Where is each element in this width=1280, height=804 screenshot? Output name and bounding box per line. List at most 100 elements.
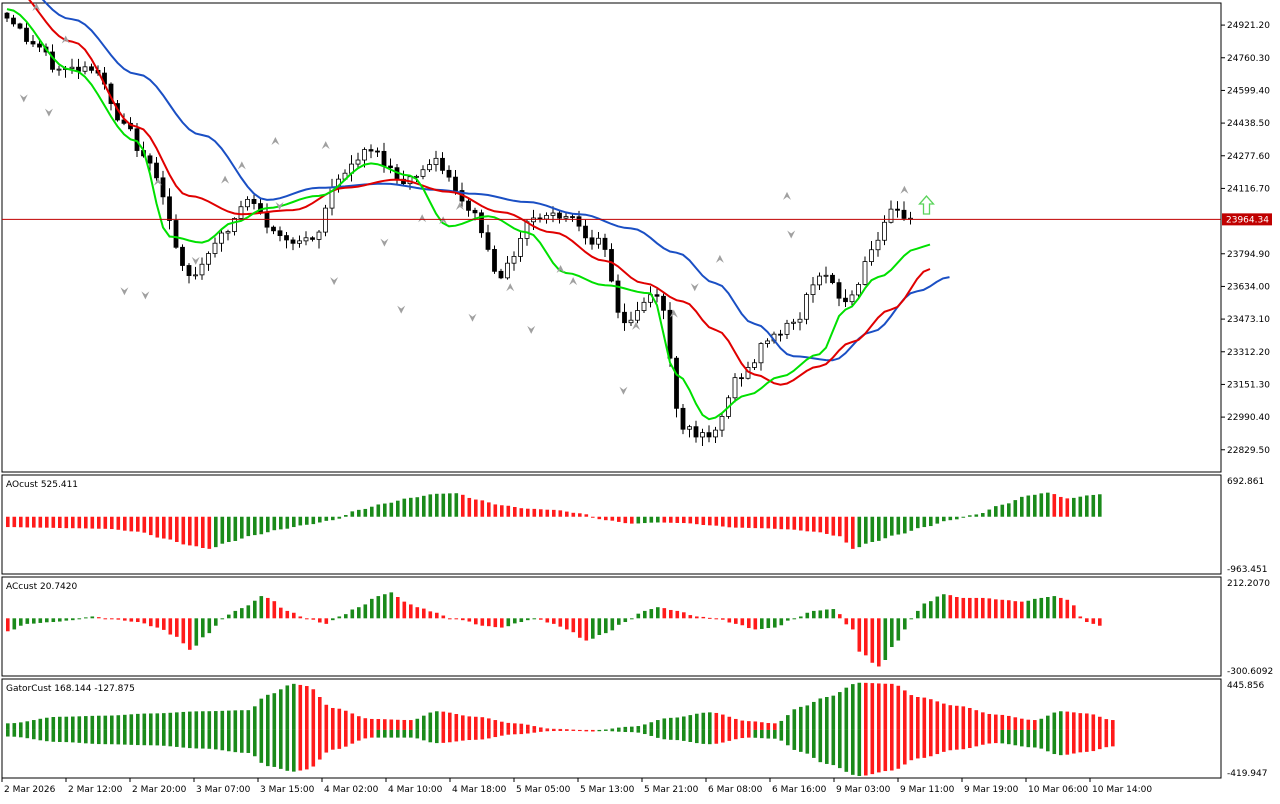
- gator-lower-bar: [831, 729, 836, 766]
- time-tick-label: 9 Mar 11:00: [900, 785, 955, 795]
- histogram-bar: [727, 618, 732, 623]
- gator-lower-bar: [948, 729, 953, 751]
- candle-body: [895, 208, 900, 211]
- histogram-bar: [272, 516, 277, 531]
- gator-lower-bar: [357, 729, 361, 741]
- histogram-bar: [825, 609, 829, 619]
- gator-upper-bar: [194, 711, 199, 730]
- candle-body: [739, 377, 744, 380]
- candle-body: [635, 310, 640, 321]
- candle-body: [323, 207, 328, 233]
- gator-lower-bar: [311, 729, 316, 767]
- histogram-bar: [981, 597, 985, 619]
- gator-lower-bar: [454, 729, 459, 742]
- gator-upper-bar: [259, 698, 264, 730]
- histogram-bar: [792, 618, 797, 620]
- histogram-bar: [194, 618, 199, 646]
- ac-indicator-label: ACcust 20.7420: [6, 582, 78, 592]
- gator-upper-bar: [1085, 713, 1089, 730]
- candle-body: [310, 237, 315, 240]
- histogram-bar: [149, 618, 153, 627]
- fractal-down-icon: [19, 94, 28, 103]
- gator-lower-bar: [214, 729, 218, 750]
- gator-lower-bar: [669, 729, 673, 740]
- time-tick-label: 5 Mar 21:00: [644, 785, 699, 795]
- candle-body: [433, 157, 439, 165]
- candle-body: [355, 159, 361, 165]
- gator-lower-bar: [110, 729, 114, 745]
- gator-upper-bar: [435, 711, 439, 730]
- gator-upper-bar: [51, 717, 56, 730]
- alligator-teeth-line: [28, 0, 931, 386]
- candle-body: [752, 362, 757, 368]
- gator-lower-bar: [727, 729, 732, 741]
- candle-body: [888, 208, 894, 223]
- time-axis: 2 Mar 2026 2 Mar 12:00 2 Mar 20:00 3 Mar 07…: [1, 778, 1152, 795]
- gator-upper-bar: [227, 710, 231, 730]
- candle-body: [719, 416, 725, 431]
- histogram-bar: [207, 516, 212, 549]
- gator-lower-bar: [64, 729, 69, 743]
- histogram-bar: [45, 516, 49, 528]
- gator-upper-bar: [441, 711, 446, 730]
- histogram-bar: [903, 618, 907, 630]
- histogram-bar: [506, 618, 511, 627]
- histogram-bar: [1026, 600, 1031, 619]
- candle-body: [212, 242, 218, 254]
- gator-upper-bar: [1013, 717, 1018, 730]
- candle-body: [82, 66, 88, 72]
- gator-lower-bar: [662, 729, 667, 740]
- histogram-bar: [194, 516, 199, 547]
- candle-body: [147, 155, 153, 164]
- time-tick-label: 4 Mar 18:00: [452, 785, 507, 795]
- histogram-bar: [786, 618, 790, 621]
- candle-body: [290, 239, 296, 244]
- histogram-bar: [181, 516, 186, 545]
- histogram-bar: [961, 597, 966, 619]
- gator-lower-bar: [545, 729, 550, 732]
- gator-lower-bar: [1026, 729, 1031, 748]
- histogram-bar: [864, 516, 868, 544]
- histogram-bar: [877, 618, 881, 667]
- candle-body: [472, 209, 478, 214]
- gator-upper-bar: [805, 705, 810, 730]
- candle-body: [69, 66, 75, 70]
- gator-lower-bar: [415, 729, 420, 739]
- gator-lower-bar: [968, 729, 972, 749]
- current-price-tag: [1222, 213, 1272, 226]
- histogram-bar: [747, 618, 751, 629]
- fractal-up-icon: [153, 177, 162, 186]
- histogram-bar: [201, 618, 205, 638]
- gator-lower-bar: [987, 729, 992, 744]
- gator-upper-bar: [233, 710, 238, 730]
- gator-upper-bar: [97, 715, 101, 730]
- histogram-bar: [279, 516, 283, 530]
- histogram-bar: [916, 516, 920, 529]
- gator-lower-bar: [1020, 729, 1024, 747]
- gator-lower-bar: [279, 729, 283, 769]
- gator-lower-bar: [610, 729, 615, 732]
- histogram-bar: [727, 516, 732, 528]
- histogram-bar: [792, 516, 797, 530]
- gator-lower-bar: [753, 729, 758, 738]
- histogram-bar: [396, 500, 400, 517]
- histogram-bar: [805, 612, 810, 619]
- gator-upper-bar: [630, 726, 634, 730]
- gator-lower-bar: [500, 729, 504, 736]
- candle-body: [245, 199, 250, 208]
- gator-upper-bar: [357, 716, 361, 730]
- gator-lower-bar: [136, 729, 140, 746]
- histogram-bar: [695, 516, 699, 525]
- histogram-bar: [331, 618, 335, 621]
- candle-body: [368, 149, 374, 152]
- gator-upper-bar: [727, 716, 732, 730]
- histogram-bar: [292, 612, 296, 619]
- gator-lower-bar: [1033, 729, 1037, 748]
- gator-lower-bar: [526, 729, 530, 734]
- gator-upper-bar: [1104, 719, 1109, 730]
- gator-lower-bar: [734, 729, 738, 740]
- gator-upper-bar: [1059, 711, 1063, 730]
- histogram-bar: [779, 516, 784, 530]
